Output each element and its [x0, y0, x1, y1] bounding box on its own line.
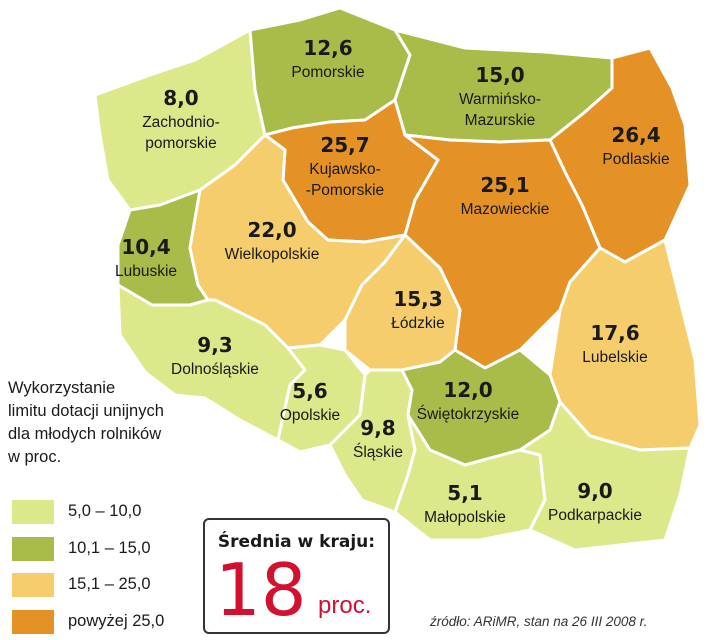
- region-value-opolskie: 5,6: [292, 379, 327, 403]
- legend-title: Wykorzystanie limitu dotacji unijnych dl…: [8, 377, 218, 469]
- region-value-kujawsko-pomorskie: 25,7: [320, 133, 369, 157]
- region-name-dolnoslaskie: Dolnośląskie: [171, 361, 259, 378]
- regions-layer: [93, 6, 702, 552]
- legend-title-line: limitu dotacji unijnych: [8, 402, 164, 420]
- legend-swatch: [12, 610, 54, 634]
- region-value-podlaskie: 26,4: [611, 123, 660, 147]
- region-name-warminsko-mazurskie: Mazurskie: [465, 112, 536, 129]
- legend-swatch: [12, 573, 54, 597]
- region-name-wielkopolskie: Wielkopolskie: [225, 246, 320, 263]
- legend-label: 15,1 – 25,0: [68, 575, 151, 593]
- region-value-malopolskie: 5,1: [447, 481, 482, 505]
- region-name-zachodniopomorskie: Zachodnio-: [142, 114, 220, 131]
- region-name-swietokrzyskie: Świętokrzyskie: [417, 405, 520, 423]
- region-value-pomorskie: 12,6: [303, 36, 352, 60]
- region-value-zachodniopomorskie: 8,0: [163, 86, 198, 110]
- region-value-dolnoslaskie: 9,3: [197, 333, 232, 357]
- legend-title-line: Wykorzystanie: [8, 379, 116, 397]
- region-name-lubuskie: Lubuskie: [115, 263, 177, 280]
- average-label: Średnia w kraju:: [217, 532, 376, 552]
- region-name-slaskie: Śląskie: [353, 443, 403, 461]
- legend-label: powyżej 25,0: [68, 612, 165, 630]
- region-name-lubelskie: Lubelskie: [582, 349, 648, 366]
- region-name-malopolskie: Małopolskie: [424, 509, 506, 526]
- region-name-opolskie: Opolskie: [280, 407, 340, 424]
- region-name-kujawsko-pomorskie: -Pomorskie: [306, 182, 384, 199]
- region-mazowieckie: [403, 133, 602, 370]
- region-name-podkarpackie: Podkarpackie: [548, 507, 642, 524]
- region-name-lodzkie: Łódzkie: [391, 315, 444, 332]
- region-value-lubelskie: 17,6: [590, 321, 639, 345]
- legend-title-line: dla młodych rolników: [8, 425, 162, 443]
- legend-swatch: [12, 500, 54, 524]
- region-value-swietokrzyskie: 12,0: [443, 378, 492, 402]
- region-value-mazowieckie: 25,1: [480, 173, 529, 197]
- region-value-lubuskie: 10,4: [121, 235, 170, 259]
- map-legend: Wykorzystanie limitu dotacji unijnych dl…: [8, 377, 218, 634]
- region-value-lodzkie: 15,3: [393, 287, 442, 311]
- legend-label: 10,1 – 15,0: [68, 539, 151, 557]
- region-name-zachodniopomorskie: pomorskie: [145, 135, 217, 152]
- region-name-pomorskie: Pomorskie: [291, 64, 364, 81]
- national-average-box: Średnia w kraju: 18 proc.: [203, 518, 390, 634]
- region-name-warminsko-mazurskie: Warmińsko-: [459, 91, 541, 108]
- labels-layer: 8,0 Zachodnio-pomorskie 12,6 Pomorskie 15,0 W…: [115, 36, 670, 526]
- legend-swatch: [12, 537, 54, 561]
- region-name-mazowieckie: Mazowieckie: [461, 201, 550, 218]
- region-name-podlaskie: Podlaskie: [602, 151, 669, 168]
- region-value-wielkopolskie: 22,0: [247, 218, 296, 242]
- region-value-warminsko-mazurskie: 15,0: [475, 63, 524, 87]
- legend-title-line: w proc.: [8, 448, 62, 466]
- average-value: 18: [215, 548, 307, 632]
- average-unit: proc.: [318, 592, 372, 619]
- source-note: źródło: ARiMR, stan na 26 III 2008 r.: [430, 614, 648, 629]
- region-value-podkarpackie: 9,0: [577, 479, 612, 503]
- region-name-kujawsko-pomorskie: Kujawsko-: [309, 161, 381, 178]
- region-podkarpackie: [518, 400, 692, 552]
- legend-label: 5,0 – 10,0: [68, 502, 142, 520]
- region-value-slaskie: 9,8: [360, 416, 395, 440]
